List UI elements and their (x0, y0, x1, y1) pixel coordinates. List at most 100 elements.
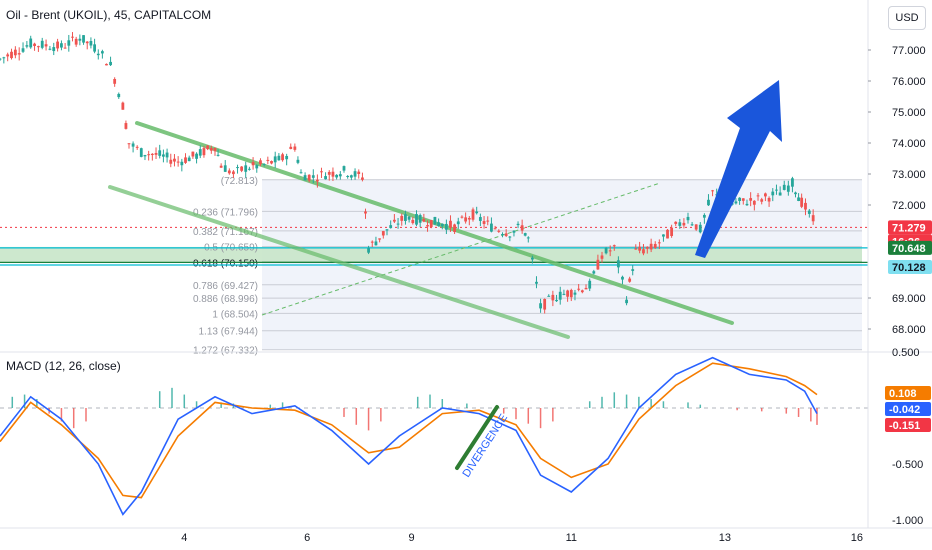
macd-value-box (885, 402, 931, 416)
candle-body (48, 48, 52, 50)
fib-label-top: (72.813) (221, 176, 258, 187)
candle-body (135, 146, 139, 148)
candle-body (131, 143, 135, 147)
candle-body (418, 215, 422, 223)
candle-body (219, 165, 223, 168)
candle-body (497, 230, 501, 232)
candle-body (74, 38, 78, 45)
candle-body (807, 210, 811, 214)
candle-body (547, 295, 551, 297)
candle-body (357, 171, 361, 174)
candle-body (213, 147, 217, 152)
candle-body (775, 189, 778, 191)
candle-body (346, 176, 350, 178)
candle-body (259, 160, 262, 165)
candle-body (121, 102, 125, 110)
candle-body (385, 229, 389, 231)
candle-body (315, 179, 319, 182)
candle-body (270, 161, 273, 164)
candle-body (653, 243, 657, 248)
candle-body (786, 185, 790, 192)
candle-body (281, 154, 284, 161)
candle-body (338, 174, 342, 177)
candle-body (749, 198, 753, 201)
chart-title: Oil - Brent (UKOIL), 45, CAPITALCOM (6, 8, 212, 22)
fib-label: 0.786 (69.427) (193, 281, 258, 292)
price-tick-label: 68.000 (892, 324, 926, 336)
candle-body (555, 299, 558, 302)
candle-body (471, 209, 475, 220)
candle-body (400, 215, 404, 221)
candle-body (364, 211, 367, 214)
candle-body (573, 292, 577, 295)
candle-body (460, 216, 464, 218)
macd-tick-label: -0.500 (892, 459, 923, 471)
candle-body (616, 260, 620, 268)
candle-body (612, 245, 616, 247)
macd-value-label: 0.108 (889, 388, 917, 400)
candle-body (745, 203, 749, 206)
candle-body (752, 200, 756, 205)
candle-body (367, 248, 370, 253)
candle-body (512, 230, 516, 233)
macd-tick-label: 0.500 (892, 347, 920, 359)
fib-label: 0.236 (71.796) (193, 207, 258, 218)
candle-body (584, 287, 588, 290)
fib-label: 0.886 (68.996) (193, 294, 258, 305)
candle-body (396, 223, 400, 225)
candle-body (307, 174, 311, 181)
candle-body (248, 168, 251, 170)
candle-body (628, 278, 632, 282)
candle-body (600, 255, 604, 259)
candle-body (625, 299, 628, 304)
candle-body (143, 155, 147, 157)
price-pane: (72.813)0.236 (71.796)0.382 (71.167)0.5 … (0, 32, 868, 357)
candle-body (331, 171, 335, 177)
candle-body (389, 225, 393, 229)
candle-body (449, 220, 452, 228)
candle-body (535, 281, 538, 284)
candle-body (150, 153, 154, 156)
candle-body (631, 269, 635, 271)
candle-body (173, 158, 176, 162)
price-tick-label: 72.000 (892, 200, 926, 212)
candle-body (251, 162, 255, 166)
candle-body (206, 145, 210, 150)
candle-body (240, 166, 244, 171)
price-label: 70.128 (892, 262, 926, 274)
candle-body (558, 291, 562, 300)
candle-body (299, 172, 303, 174)
candle-body (741, 198, 745, 201)
candle-body (794, 192, 797, 195)
candle-body (767, 197, 771, 202)
candle-body (147, 154, 151, 156)
candle-body (273, 156, 277, 163)
candle-body (686, 216, 690, 221)
candle-body (255, 165, 259, 169)
candle-body (634, 248, 638, 250)
candle-body (678, 222, 682, 226)
candle-body (378, 238, 382, 240)
price-tick-label: 74.000 (892, 138, 926, 150)
candle-body (638, 246, 642, 251)
candle-body (508, 236, 512, 238)
candle-body (139, 148, 143, 157)
candle-body (415, 214, 418, 225)
time-tick-label: 13 (719, 532, 731, 544)
candle-body (89, 41, 93, 46)
candle-body (361, 177, 364, 180)
candle-body (543, 299, 547, 310)
candle-body (711, 190, 714, 192)
candle-body (266, 159, 270, 161)
candle-body (13, 49, 17, 56)
candle-body (162, 154, 165, 157)
currency-button[interactable]: USD (888, 6, 926, 30)
candle-body (40, 40, 44, 48)
candle-body (682, 222, 686, 226)
fib-label: 1.13 (67.944) (199, 327, 259, 338)
candle-body (702, 214, 706, 218)
price-label: 71.279 (892, 222, 926, 234)
candle-body (25, 45, 29, 47)
candle-body (690, 224, 694, 226)
